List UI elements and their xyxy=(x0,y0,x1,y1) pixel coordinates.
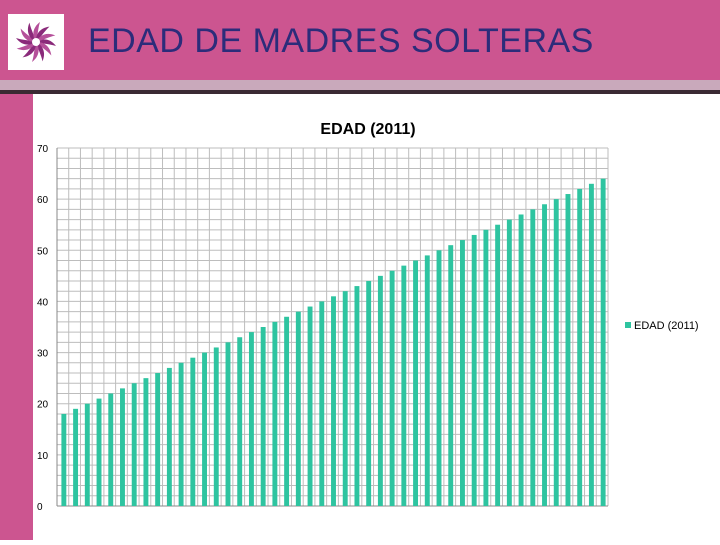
left-side-bar xyxy=(0,94,33,540)
bar xyxy=(377,275,383,506)
y-tick-label: 50 xyxy=(37,246,49,257)
y-tick-label: 10 xyxy=(37,451,49,462)
bar xyxy=(272,321,278,506)
chart-area: EDAD (2011) 0 10 20 30 40 50 60 70 EDAD (2011) xyxy=(33,94,720,540)
logo-petal xyxy=(36,33,56,42)
page-title: EDAD DE MADRES SOLTERAS xyxy=(88,22,594,60)
bar xyxy=(354,286,360,506)
bar xyxy=(190,357,196,506)
grid-layer xyxy=(56,147,609,507)
bar xyxy=(248,332,254,506)
bar xyxy=(424,255,430,506)
bar xyxy=(471,234,477,506)
bar xyxy=(331,296,336,506)
bar xyxy=(131,383,137,506)
logo xyxy=(8,14,64,70)
bar xyxy=(73,408,79,506)
y-tick-label: 40 xyxy=(37,297,49,308)
legend-swatch xyxy=(625,322,631,328)
bar xyxy=(389,270,395,506)
logo-petal xyxy=(16,38,36,45)
bar xyxy=(436,250,442,506)
logo-petal xyxy=(33,22,40,42)
bar xyxy=(588,183,594,507)
bar xyxy=(600,178,606,506)
bar xyxy=(542,204,547,506)
slide-header xyxy=(0,0,720,80)
logo-petal xyxy=(36,39,56,46)
bar xyxy=(307,306,313,506)
bar xyxy=(295,311,301,506)
y-tick-label: 30 xyxy=(37,349,49,360)
bars-layer xyxy=(61,178,606,507)
y-tick-label: 0 xyxy=(37,502,43,513)
bar xyxy=(237,337,243,506)
bar xyxy=(565,194,571,506)
bar xyxy=(577,188,583,506)
bar xyxy=(61,413,67,506)
bar xyxy=(530,209,536,506)
bar xyxy=(284,316,290,506)
bar xyxy=(319,301,325,506)
bar xyxy=(155,373,161,506)
spiral-swirl-logo-icon xyxy=(16,22,56,62)
logo-petal xyxy=(32,42,39,62)
header-divider-dark xyxy=(0,90,720,94)
bar xyxy=(401,265,407,506)
bar xyxy=(178,362,184,506)
bar xyxy=(120,388,125,506)
y-tick-label: 20 xyxy=(37,400,49,411)
bar xyxy=(459,240,465,507)
bar xyxy=(495,224,501,506)
bar xyxy=(518,214,524,506)
legend: EDAD (2011) xyxy=(625,320,699,332)
bar xyxy=(213,347,219,506)
bar xyxy=(483,229,489,507)
bar xyxy=(225,342,231,506)
bar xyxy=(260,327,266,506)
legend-label: EDAD (2011) xyxy=(634,320,699,332)
bar xyxy=(84,403,90,506)
bar xyxy=(366,280,372,506)
bar-chart: EDAD (2011) 0 10 20 30 40 50 60 70 EDAD (2011) xyxy=(37,121,699,513)
chart-title: EDAD (2011) xyxy=(320,121,415,138)
header-divider xyxy=(0,80,720,92)
bar xyxy=(108,393,114,506)
bar xyxy=(166,367,172,506)
y-tick-label: 70 xyxy=(37,144,49,155)
bar xyxy=(448,245,454,506)
bar xyxy=(413,260,419,506)
bar xyxy=(506,219,512,506)
bar xyxy=(342,291,348,506)
bar xyxy=(553,199,559,506)
bar xyxy=(143,378,149,506)
ticks-layer: 0 10 20 30 40 50 60 70 xyxy=(37,144,49,513)
bar xyxy=(202,352,208,506)
bar xyxy=(96,398,102,506)
y-tick-label: 60 xyxy=(37,195,49,206)
logo-center xyxy=(32,38,40,46)
